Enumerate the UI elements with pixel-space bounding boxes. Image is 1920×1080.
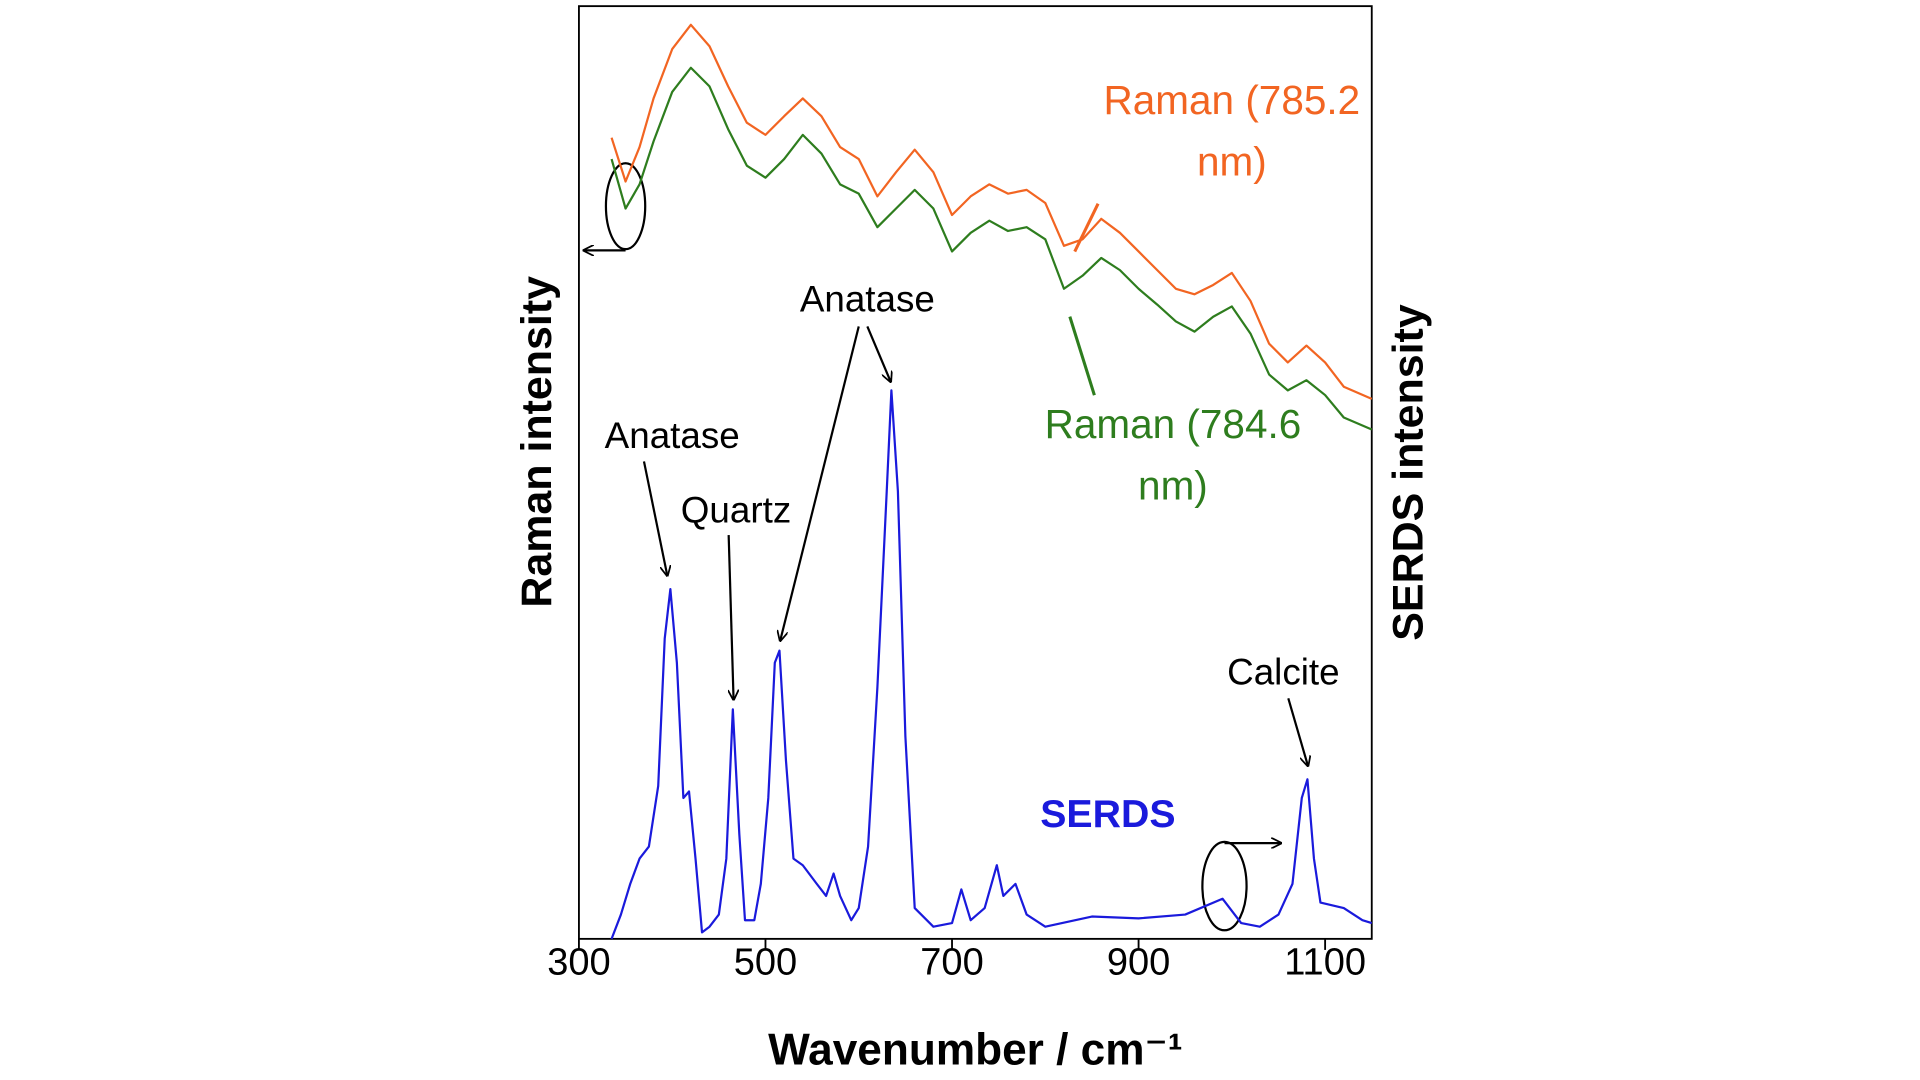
series-label-leader (1073, 203, 1100, 253)
y-axis-title: Raman intensity (513, 276, 561, 608)
axis-indicator (604, 162, 647, 251)
plot-frame (578, 5, 1373, 940)
annotation-arrow (780, 326, 860, 640)
x-tick-label: 700 (920, 942, 983, 984)
series-line (610, 66, 1373, 431)
x-tick-label: 300 (547, 942, 610, 984)
annotation: Quartz (681, 490, 791, 531)
annotation-arrow (1287, 698, 1308, 766)
x-tick-label: 500 (734, 942, 797, 984)
x-tick-label: 900 (1107, 942, 1170, 984)
x-axis-title: Wavenumber / cm⁻¹ (768, 1026, 1182, 1075)
series-label-box: Raman (785.2 nm) (1103, 77, 1361, 185)
annotation: Calcite (1227, 652, 1339, 693)
series-label: Raman (784.6 nm) (1044, 401, 1302, 509)
series-label: Raman (785.2 nm) (1103, 77, 1361, 185)
series-label-box: SERDS (1040, 791, 1176, 836)
series-label: SERDS (1040, 791, 1176, 836)
y2-axis-title: SERDS intensity (1384, 304, 1432, 641)
series-line (610, 389, 1373, 940)
annotation-arrow (866, 326, 890, 381)
series-label-leader (1068, 316, 1096, 396)
axis-indicator (1201, 840, 1248, 932)
series-line (610, 23, 1373, 400)
annotation: Anatase (605, 415, 740, 456)
series-label-box: Raman (784.6 nm) (1044, 401, 1302, 509)
annotation: Anatase (800, 279, 935, 320)
annotation-arrow (642, 461, 667, 575)
x-tick-label: 1100 (1284, 942, 1366, 984)
annotation-arrow (727, 535, 734, 699)
